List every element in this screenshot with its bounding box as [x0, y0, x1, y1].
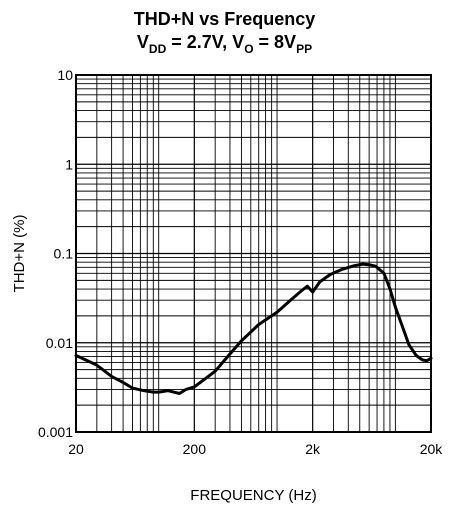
title-vo-value: = 8V	[253, 32, 297, 52]
x-tick-label: 20	[68, 441, 84, 457]
title-pp-sub: PP	[296, 42, 313, 56]
y-axis-label: THD+N (%)	[11, 215, 28, 293]
title-vo-sub: O	[244, 42, 254, 56]
chart-title-line-1: THD+N vs Frequency	[133, 9, 316, 29]
y-tick-label: 0.01	[46, 335, 73, 351]
plot-frame	[75, 74, 432, 433]
chart-title-line-2: VDD = 2.7V, VO = 8VPP	[0, 31, 449, 56]
x-tick-label: 200	[183, 441, 207, 457]
x-axis-label: FREQUENCY (Hz)	[190, 487, 316, 504]
x-tick-label: 2k	[305, 441, 321, 457]
y-tick-label: 1	[65, 156, 73, 172]
y-tick-label: 0.1	[54, 246, 74, 262]
tick-labels: 20 200 2k 20k 0.001 0.01 0.1 1 10	[38, 67, 443, 457]
x-tick-label: 20k	[420, 441, 444, 457]
title-vdd-sub: DD	[148, 42, 167, 56]
title-vdd-value: = 2.7V,	[166, 32, 233, 52]
grid-lines	[76, 75, 431, 433]
thd-n-curve	[74, 262, 433, 395]
title-vdd: V	[136, 32, 149, 52]
title-vo: V	[232, 32, 245, 52]
y-tick-label: 0.001	[38, 424, 73, 440]
y-tick-label: 10	[57, 67, 73, 83]
